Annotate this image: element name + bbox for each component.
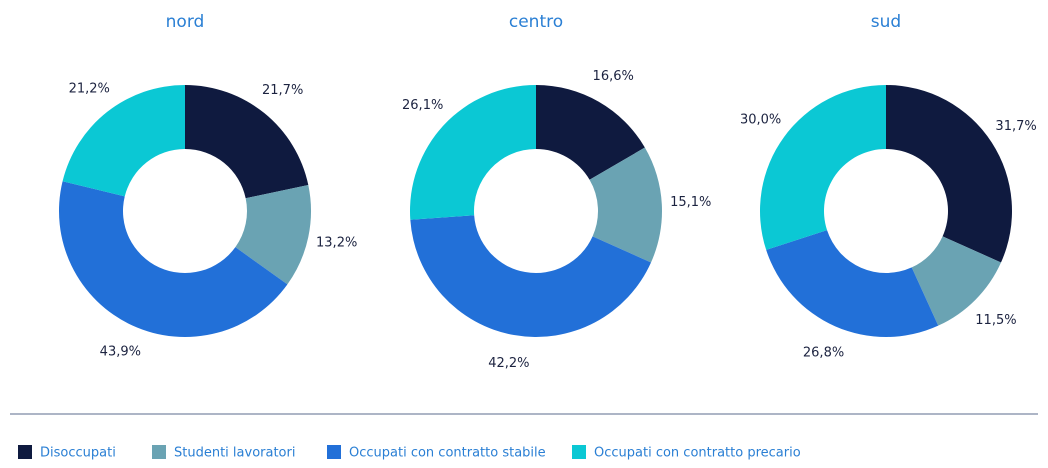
value-label: 43,9% <box>100 344 141 359</box>
slice <box>589 147 663 263</box>
value-label: 16,6% <box>593 69 634 84</box>
slice <box>766 230 939 337</box>
legend-label: Studenti lavoratori <box>174 446 295 461</box>
slice <box>886 85 1012 263</box>
chart-title: nord <box>166 12 205 32</box>
value-label: 26,1% <box>402 98 443 113</box>
value-label: 26,8% <box>803 345 844 360</box>
slice <box>58 181 288 338</box>
legend-label: Disoccupati <box>40 446 116 461</box>
slice <box>410 215 651 338</box>
slice <box>911 236 1001 326</box>
value-label: 21,2% <box>69 82 110 97</box>
value-label: 13,2% <box>316 235 357 250</box>
slice <box>536 85 645 180</box>
legend-swatch <box>152 445 166 459</box>
value-label: 30,0% <box>740 112 781 127</box>
value-label: 42,2% <box>488 356 529 371</box>
value-label: 11,5% <box>975 313 1016 328</box>
chart-title: centro <box>509 12 563 32</box>
legend-label: Occupati con contratto precario <box>594 446 801 461</box>
slice <box>235 185 312 285</box>
chart-title: sud <box>871 12 901 32</box>
slice <box>410 85 536 220</box>
slice <box>760 85 886 250</box>
value-label: 21,7% <box>262 83 303 98</box>
slice <box>185 85 309 199</box>
value-label: 15,1% <box>670 195 711 210</box>
slice <box>62 85 185 197</box>
value-label: 31,7% <box>995 119 1036 134</box>
legend-swatch <box>18 445 32 459</box>
legend-swatch <box>327 445 341 459</box>
legend-swatch <box>572 445 586 459</box>
legend-label: Occupati con contratto stabile <box>349 446 546 461</box>
